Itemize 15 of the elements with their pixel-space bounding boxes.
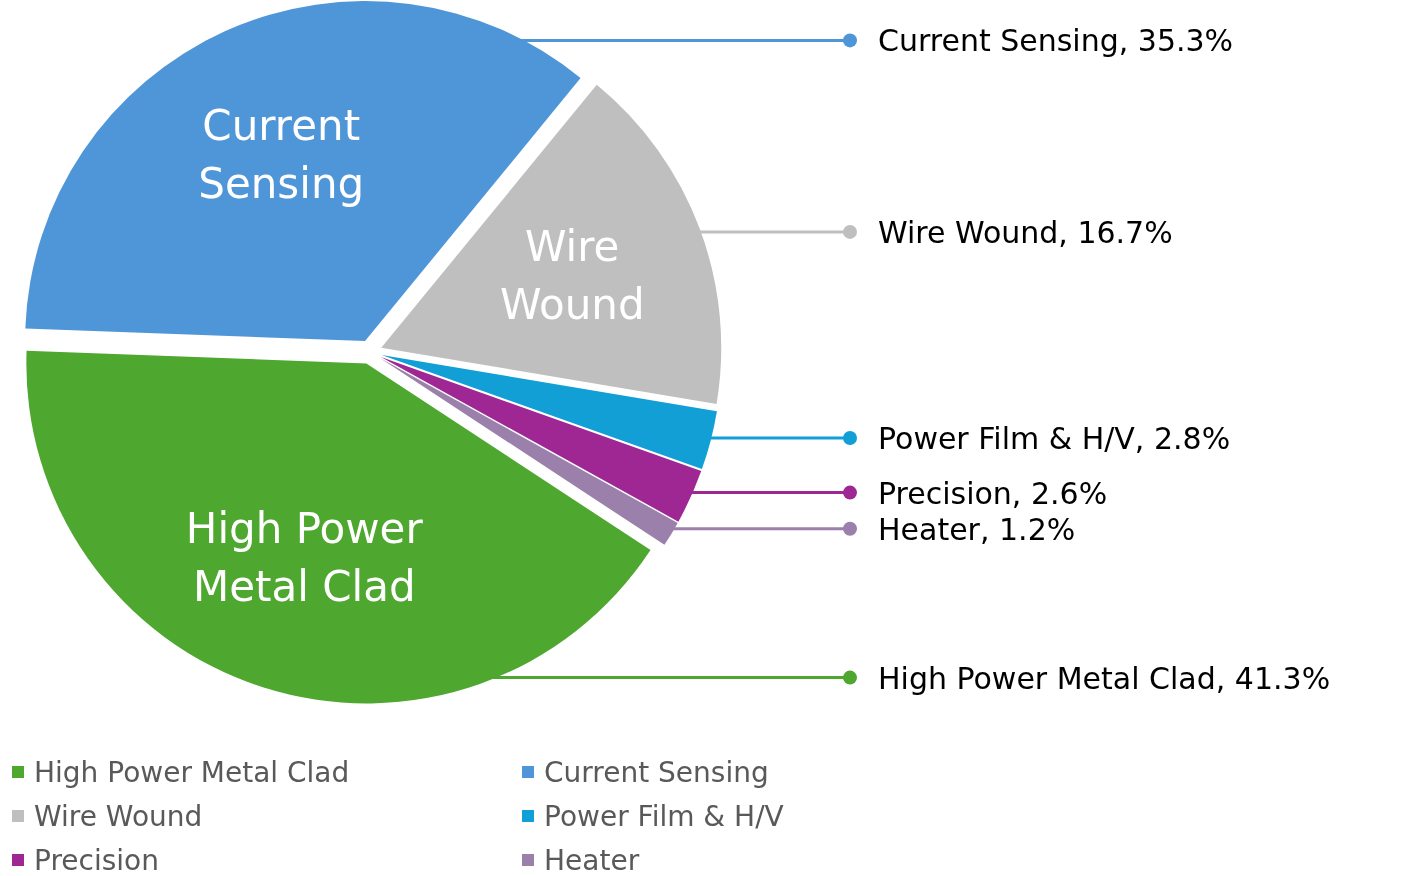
data-label: Wire Wound, 16.7% bbox=[878, 214, 1173, 250]
data-label: High Power Metal Clad, 41.3% bbox=[878, 660, 1331, 696]
data-label: Heater, 1.2% bbox=[878, 511, 1076, 547]
slice-label: High Power Metal Clad bbox=[185, 503, 424, 611]
slice-label: Wire Wound bbox=[499, 222, 645, 330]
legend-label: Power Film & H/V bbox=[544, 800, 784, 833]
legend-label: Current Sensing bbox=[544, 756, 769, 789]
legend-label: Precision bbox=[34, 844, 159, 876]
legend-label: Wire Wound bbox=[34, 800, 203, 833]
data-label: Power Film & H/V, 2.8% bbox=[878, 420, 1231, 456]
legend-label: High Power Metal Clad bbox=[34, 756, 350, 789]
legend-label: Heater bbox=[544, 844, 640, 876]
slice-label: Current Sensing bbox=[198, 101, 365, 209]
data-label: Precision, 2.6% bbox=[878, 475, 1108, 511]
data-label: Current Sensing, 35.3% bbox=[878, 23, 1234, 59]
